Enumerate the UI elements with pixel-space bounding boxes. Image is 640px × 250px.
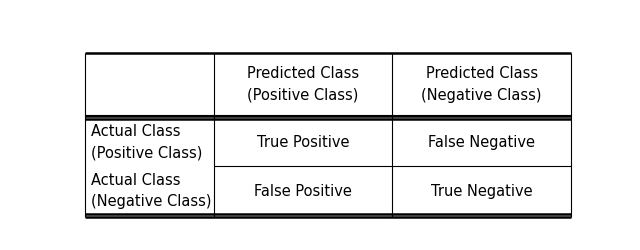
Text: True Positive: True Positive	[257, 135, 349, 150]
Text: Predicted Class
(Positive Class): Predicted Class (Positive Class)	[247, 66, 359, 103]
Text: Actual Class
(Negative Class): Actual Class (Negative Class)	[91, 173, 211, 209]
Text: False Positive: False Positive	[254, 184, 352, 199]
Text: False Negative: False Negative	[428, 135, 535, 150]
Text: Predicted Class
(Negative Class): Predicted Class (Negative Class)	[421, 66, 542, 103]
Text: Actual Class
(Positive Class): Actual Class (Positive Class)	[91, 124, 202, 160]
Text: True Negative: True Negative	[431, 184, 532, 199]
